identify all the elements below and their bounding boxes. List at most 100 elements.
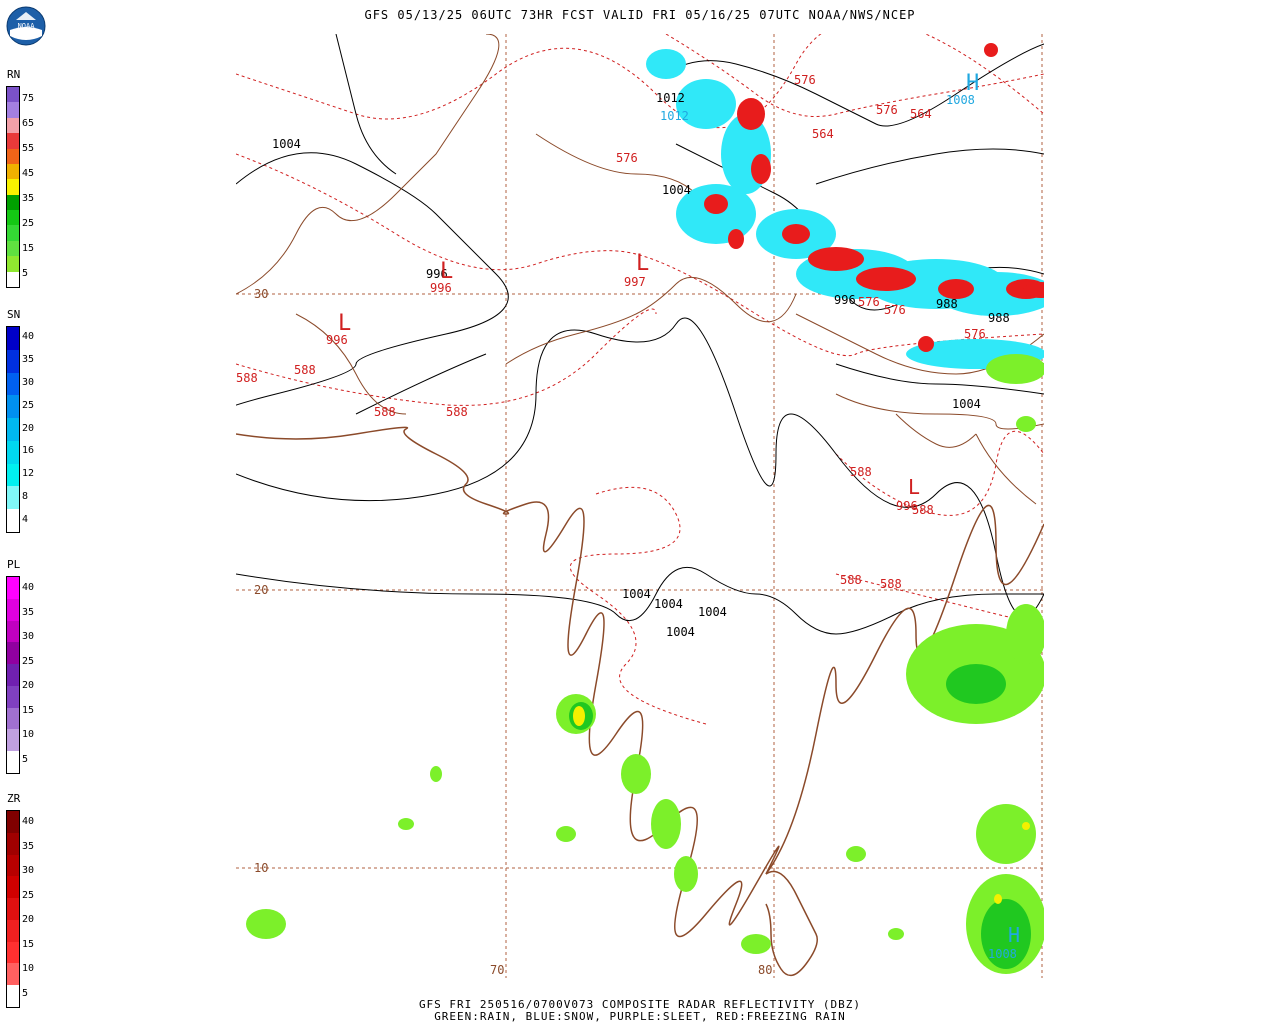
legend-color-bar [6,326,20,533]
legend-swatch [7,395,19,419]
height-label: 1012 [660,109,689,123]
legend-swatch [7,163,19,180]
precip-north [646,43,1044,432]
coastlines [236,426,1044,977]
legend-sn: SN 40 35 30 25 20 16 12 8 4 [4,308,54,543]
isobar-label: 988 [988,311,1010,325]
map-labels: 30 20 10 70 80 1004 1012 1004 996 988 98… [236,71,1020,977]
grid-label: 80 [758,963,772,977]
grid-label: 30 [254,287,268,301]
legend-swatch [7,598,19,621]
legend-pl: PL 40 35 30 25 20 15 10 5 [4,558,54,784]
grid-label: 10 [254,861,268,875]
legend-swatch [7,854,19,877]
legend-tick-label: 30 [22,631,35,643]
height-label: 588 [374,405,396,419]
legend-swatch [7,87,19,103]
legend-zr: ZR 40 35 30 25 20 15 10 5 [4,792,54,1018]
legend-tick-label: 15 [22,938,35,950]
precip-south [246,604,1044,974]
legend-tick-label: 35 [22,192,35,204]
height-label: 576 [884,303,906,317]
legend-title: SN [7,308,21,321]
legend-title: RN [7,68,21,81]
legend-swatch [7,509,19,532]
legend-tick-label: 40 [22,331,35,343]
height-label: 588 [840,573,862,587]
legend-tick-label: 15 [22,242,35,254]
legend-swatch [7,729,19,752]
legend-swatch [7,271,19,287]
high-center-label: H [966,71,979,96]
legend-swatch [7,685,19,708]
low-center-label: L [908,475,920,499]
legend-swatch [7,240,19,257]
legend-tick-label: 10 [22,963,35,975]
borders [236,34,1044,505]
legend-swatch [7,327,19,350]
legend-swatch [7,832,19,855]
height-label: 576 [858,295,880,309]
legend-swatch [7,349,19,373]
legend-tick-label: 20 [22,422,35,434]
legend-swatch [7,985,19,1007]
height-label: 588 [880,577,902,591]
isobar-label: 996 [834,293,856,307]
legend-tick-label: 4 [22,513,29,525]
isobars [236,34,1044,635]
legend-swatch [7,486,19,510]
legend-swatch [7,440,19,464]
height-contours [236,34,1044,725]
legend-swatch [7,620,19,643]
legend-tick-label: 35 [22,840,35,852]
legend-color-bar [6,576,20,774]
legend-swatch [7,751,19,773]
height-label: 1008 [988,947,1017,961]
legend-title: PL [7,558,21,571]
footer-line-1: GFS FRI 250516/0700V073 COMPOSITE RADAR … [418,998,862,1011]
legend-tick-label: 20 [22,914,35,926]
legend-tick-label: 5 [22,267,29,279]
legend-swatch [7,577,19,599]
legend-color-bar [6,86,20,288]
height-label: 588 [236,371,258,385]
isobar-label: 988 [936,297,958,311]
low-center-label: L [440,259,453,284]
legend-tick-label: 5 [22,753,29,765]
height-label: 588 [446,405,468,419]
legend-swatch [7,898,19,920]
isobar-label: 1012 [656,91,685,105]
svg-text:NOAA: NOAA [18,22,36,30]
height-label: 564 [812,127,834,141]
legend-swatch [7,225,19,241]
legend-swatch [7,463,19,487]
legend-swatch [7,811,19,833]
height-label: 576 [616,151,638,165]
legend-swatch [7,876,19,899]
legend-tick-label: 30 [22,376,35,388]
grid-label: 20 [254,583,268,597]
height-label: 576 [794,73,816,87]
isobar-label: 1004 [952,397,981,411]
isobar-label: 996 [426,267,448,281]
legend-swatch [7,642,19,665]
isobar-label: 1004 [654,597,683,611]
legend-swatch [7,372,19,396]
legend-color-bar [6,810,20,1008]
legend-swatch [7,194,19,210]
legend-tick-label: 75 [22,92,35,104]
legend-swatch [7,418,19,441]
isobar-label: 1004 [666,625,695,639]
header-title: GFS 05/13/25 06UTC 73HR FCST VALID FRI 0… [364,8,916,22]
height-label: 996 [430,281,452,295]
legend-swatch [7,941,19,964]
legend-tick-label: 8 [22,490,29,502]
low-center-label: L [636,251,649,276]
isobar-label: 1004 [698,605,727,619]
legend-tick-label: 25 [22,217,35,229]
legend-title: ZR [7,792,21,805]
height-label: 588 [912,503,934,517]
isobar-label: 1004 [622,587,651,601]
legend-tick-label: 5 [22,987,29,999]
legend-tick-label: 35 [22,606,35,618]
